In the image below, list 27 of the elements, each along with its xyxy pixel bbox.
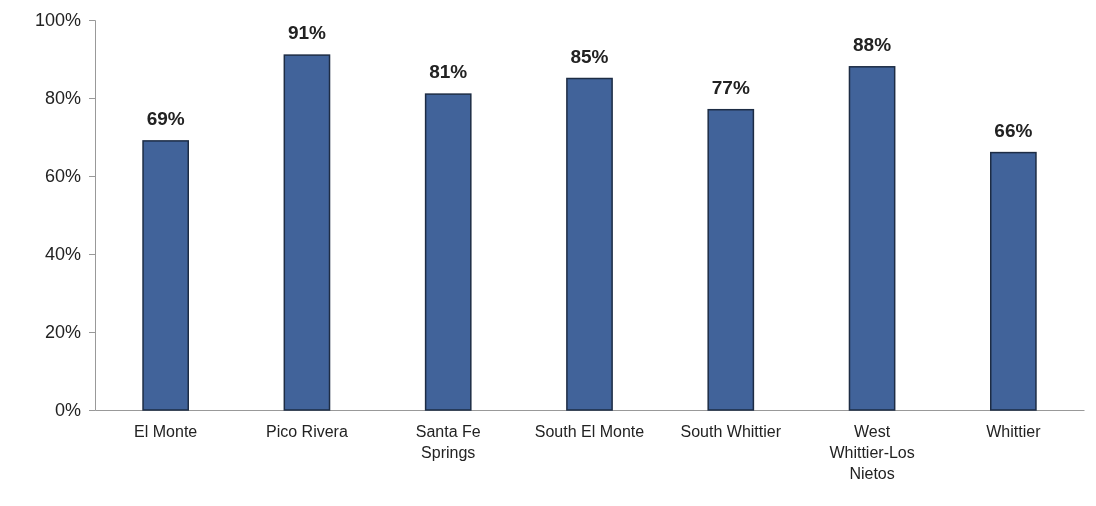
- bar: [283, 54, 331, 411]
- data-label: 88%: [853, 33, 892, 55]
- x-tick-label: Santa Fe Springs: [415, 423, 481, 462]
- y-tick-label: 100%: [34, 10, 81, 31]
- data-label: 77%: [711, 76, 750, 98]
- x-tick-label: Whittier: [986, 423, 1042, 441]
- x-tick-label: El Monte: [134, 423, 198, 441]
- data-label: 81%: [429, 61, 468, 83]
- data-label: 69%: [146, 107, 185, 129]
- x-tick-label: South El Monte: [534, 423, 645, 441]
- bar: [142, 140, 189, 411]
- y-tick-label: 80%: [44, 88, 81, 109]
- x-tick-label: West Whittier-Los Nietos: [829, 423, 915, 482]
- y-tick-label: 40%: [44, 244, 81, 265]
- x-tick-label: Pico Rivera: [266, 423, 348, 441]
- y-tick-label: 60%: [44, 166, 81, 187]
- bar: [990, 151, 1037, 411]
- x-tick-label: South Whittier: [680, 423, 782, 441]
- bar: [848, 66, 896, 411]
- data-label: 66%: [994, 119, 1033, 141]
- data-label: 91%: [287, 22, 327, 44]
- bar: [566, 77, 613, 411]
- bar: [424, 93, 472, 411]
- data-label: 85%: [570, 45, 609, 67]
- y-tick-label: 20%: [44, 322, 81, 343]
- bar: [707, 108, 755, 411]
- y-tick-label: 0%: [54, 400, 81, 421]
